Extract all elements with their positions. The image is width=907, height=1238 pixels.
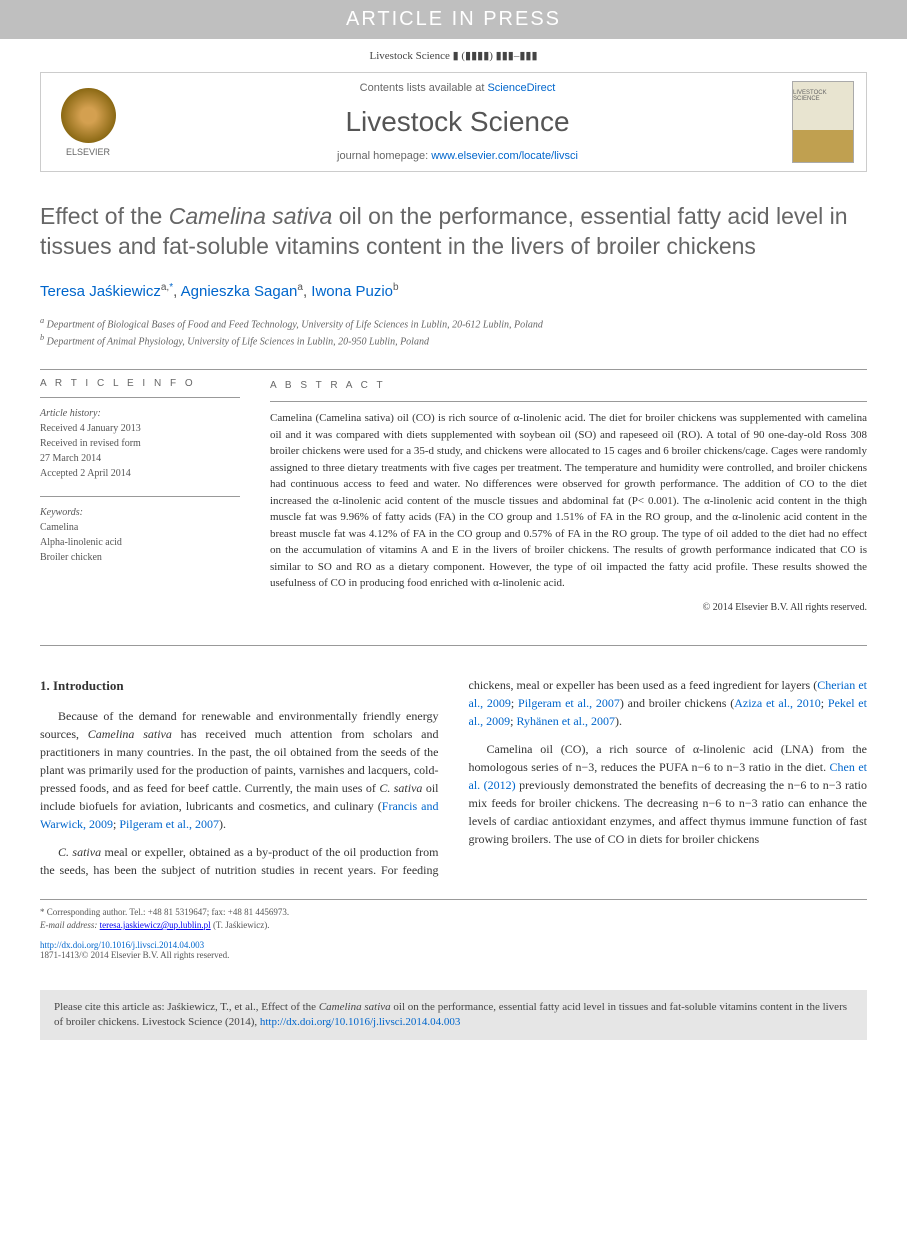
article-info-label: A R T I C L E I N F O <box>40 378 240 389</box>
affiliation-b: b Department of Animal Physiology, Unive… <box>40 332 867 349</box>
homepage-prefix: journal homepage: <box>337 150 431 162</box>
doi-link[interactable]: http://dx.doi.org/10.1016/j.livsci.2014.… <box>40 940 204 950</box>
journal-reference: Livestock Science ▮ (▮▮▮▮) ▮▮▮–▮▮▮ <box>0 39 907 72</box>
author-name-2: Iwona Puzio <box>311 283 393 300</box>
elsevier-tree-icon <box>61 88 116 143</box>
author-link-1[interactable]: Agnieszka Sagan <box>181 283 298 300</box>
history-title: Article history: <box>40 406 240 421</box>
divider <box>40 397 240 398</box>
corresponding-marker[interactable]: * <box>169 282 173 293</box>
abstract-label: A B S T R A C T <box>270 378 867 393</box>
divider <box>40 645 867 646</box>
abstract-text: Camelina (Camelina sativa) oil (CO) is r… <box>270 410 867 592</box>
body-section: 1. Introduction Because of the demand fo… <box>40 676 867 960</box>
article-in-press-banner: ARTICLE IN PRESS <box>0 0 907 39</box>
affiliations: a Department of Biological Bases of Food… <box>40 315 867 350</box>
homepage-link[interactable]: www.elsevier.com/locate/livsci <box>431 150 578 162</box>
ref-link[interactable]: Aziza et al., 2010 <box>734 696 821 710</box>
divider <box>270 401 867 402</box>
keyword-0: Camelina <box>40 520 240 535</box>
author-link-0[interactable]: Teresa Jaśkiewicz <box>40 283 161 300</box>
elsevier-logo: ELSEVIER <box>53 82 123 162</box>
intro-heading: 1. Introduction <box>40 676 439 696</box>
article-title: Effect of the Camelina sativa oil on the… <box>40 202 867 262</box>
ref-link[interactable]: Ryhänen et al., 2007 <box>517 714 616 728</box>
author-name-0: Teresa Jaśkiewicz <box>40 283 161 300</box>
history-line-3: Accepted 2 April 2014 <box>40 466 240 481</box>
sciencedirect-link[interactable]: ScienceDirect <box>487 82 555 94</box>
history-line-2: 27 March 2014 <box>40 451 240 466</box>
title-italic: Camelina sativa <box>169 203 333 229</box>
affiliation-a: a Department of Biological Bases of Food… <box>40 315 867 332</box>
journal-title: Livestock Science <box>138 94 777 150</box>
journal-header-box: ELSEVIER Contents lists available at Sci… <box>40 72 867 172</box>
ref-link[interactable]: Pilgeram et al., 2007 <box>119 817 219 831</box>
body-two-columns: 1. Introduction Because of the demand fo… <box>40 676 867 880</box>
title-pre: Effect of the <box>40 203 169 229</box>
abstract-copyright: © 2014 Elsevier B.V. All rights reserved… <box>270 600 867 615</box>
doi-block: http://dx.doi.org/10.1016/j.livsci.2014.… <box>40 940 867 960</box>
corr-author-line: * Corresponding author. Tel.: +48 81 531… <box>40 906 867 919</box>
journal-cover-thumbnail: LIVESTOCK SCIENCE <box>792 81 854 163</box>
main-content: Effect of the Camelina sativa oil on the… <box>0 202 907 960</box>
keywords-title: Keywords: <box>40 505 240 520</box>
corr-email-line: E-mail address: teresa.jaskiewicz@up.lub… <box>40 919 867 932</box>
corresponding-footnote: * Corresponding author. Tel.: +48 81 531… <box>40 899 867 931</box>
abstract-column: A B S T R A C T Camelina (Camelina sativ… <box>270 378 867 615</box>
contents-prefix: Contents lists available at <box>360 82 488 94</box>
history-line-1: Received in revised form <box>40 436 240 451</box>
issn-copyright: 1871-1413/© 2014 Elsevier B.V. All right… <box>40 950 867 960</box>
history-line-0: Received 4 January 2013 <box>40 421 240 436</box>
divider <box>40 496 240 497</box>
authors-line: Teresa Jaśkiewicza,*, Agnieszka Sagana, … <box>40 282 867 300</box>
citation-box: Please cite this article as: Jaśkiewicz,… <box>40 990 867 1041</box>
author-link-2[interactable]: Iwona Puzio <box>311 283 393 300</box>
header-center: Contents lists available at ScienceDirec… <box>138 82 777 162</box>
keyword-2: Broiler chicken <box>40 550 240 565</box>
keywords-block: Keywords: Camelina Alpha-linolenic acid … <box>40 505 240 565</box>
article-history-block: Article history: Received 4 January 2013… <box>40 406 240 481</box>
contents-list-line: Contents lists available at ScienceDirec… <box>138 82 777 94</box>
author-affil-0: a,* <box>161 282 173 293</box>
cover-thumb-label: LIVESTOCK SCIENCE <box>793 90 849 102</box>
author-affil-2: b <box>393 282 399 293</box>
keyword-1: Alpha-linolenic acid <box>40 535 240 550</box>
journal-homepage-line: journal homepage: www.elsevier.com/locat… <box>138 150 777 162</box>
cite-doi-link[interactable]: http://dx.doi.org/10.1016/j.livsci.2014.… <box>260 1016 461 1028</box>
article-info-column: A R T I C L E I N F O Article history: R… <box>40 378 240 615</box>
corr-email-link[interactable]: teresa.jaskiewicz@up.lublin.pl <box>100 920 211 930</box>
elsevier-label: ELSEVIER <box>66 147 110 157</box>
author-name-1: Agnieszka Sagan <box>181 283 298 300</box>
ref-link[interactable]: Pilgeram et al., 2007 <box>518 696 620 710</box>
author-affil-1: a <box>297 282 303 293</box>
info-abstract-row: A R T I C L E I N F O Article history: R… <box>40 378 867 615</box>
intro-p3: Camelina oil (CO), a rich source of α-li… <box>469 740 868 848</box>
divider <box>40 369 867 370</box>
intro-p1: Because of the demand for renewable and … <box>40 707 439 833</box>
